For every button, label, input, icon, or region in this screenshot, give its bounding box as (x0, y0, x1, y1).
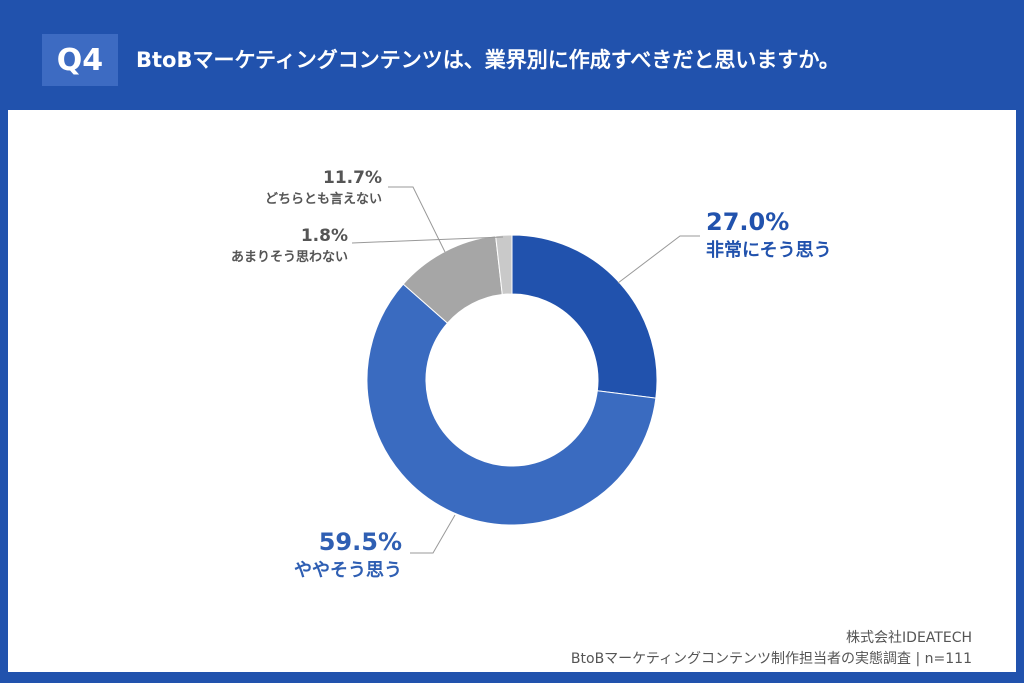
leader-line (410, 514, 456, 554)
label-neutral: 11.7% どちらとも言えない (265, 168, 382, 207)
leader-line (388, 186, 446, 253)
slice-strongly-agree (511, 234, 658, 399)
question-number-badge: Q4 (42, 34, 118, 86)
value-label: 59.5% (318, 528, 402, 556)
value-label: 1.8% (300, 226, 348, 246)
label-disagree: 1.8% あまりそう思わない (231, 226, 348, 265)
slice-somewhat-agree (366, 283, 657, 526)
leader-line (617, 235, 700, 284)
value-label: 27.0% (706, 208, 790, 236)
category-label: 非常にそう思う (706, 240, 832, 261)
leader-line (351, 236, 504, 244)
category-label: あまりそう思わない (230, 250, 348, 265)
source-company: 株式会社IDEATECH (846, 630, 972, 646)
source-survey: BtoBマーケティングコンテンツ制作担当者の実態調査 | n=111 (570, 651, 972, 667)
slice-disagree (495, 234, 513, 296)
category-label: ややそう思う (294, 560, 402, 581)
chart-panel (8, 110, 1016, 672)
question-title: BtoBマーケティングコンテンツは、業界別に作成すべきだと思いますか。 (136, 48, 840, 72)
label-somewhat-agree: 59.5% ややそう思う (294, 528, 402, 582)
category-label: どちらとも言えない (264, 192, 382, 207)
label-strongly-agree: 27.0% 非常にそう思う (706, 208, 832, 262)
value-label: 11.7% (323, 168, 382, 188)
